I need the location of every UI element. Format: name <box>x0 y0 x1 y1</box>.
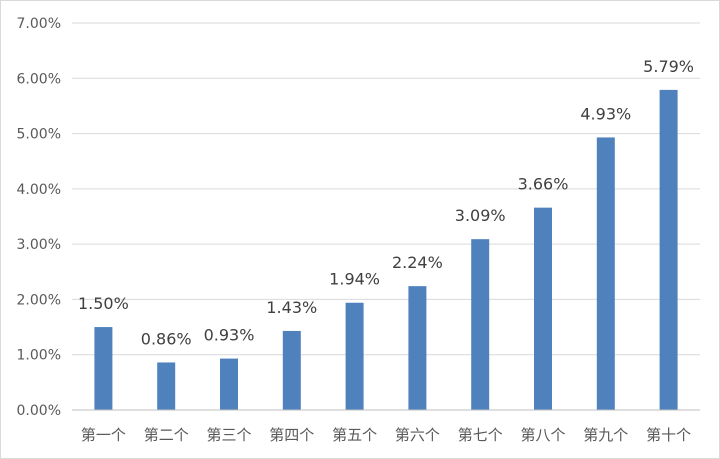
bar <box>596 137 615 411</box>
data-label: 3.09% <box>455 206 506 225</box>
bar <box>282 330 301 410</box>
bar <box>471 239 490 410</box>
y-tick-label: 4.00% <box>17 182 61 198</box>
data-label: 0.93% <box>204 326 255 345</box>
bar <box>534 207 552 410</box>
bars <box>94 89 678 411</box>
x-category-label: 第九个 <box>583 426 628 444</box>
x-category-label: 第五个 <box>332 426 377 444</box>
x-category-label: 第三个 <box>206 426 251 444</box>
x-category-label: 第一个 <box>81 426 126 444</box>
x-category-label: 第十个 <box>646 426 691 444</box>
bar <box>659 89 678 410</box>
x-category-label: 第七个 <box>458 426 503 444</box>
x-category-label: 第四个 <box>269 426 314 444</box>
y-tick-label: 7.00% <box>17 16 61 32</box>
y-tick-label: 2.00% <box>17 292 61 308</box>
y-tick-label: 0.00% <box>17 403 61 419</box>
y-tick-label: 3.00% <box>17 237 61 253</box>
x-axis-categories: 第一个 第二个 第三个 第四个 第五个 第六个 第七个 第八个 第九个 第十个 <box>81 426 691 444</box>
x-category-label: 第二个 <box>144 426 189 444</box>
data-label: 0.86% <box>141 329 192 348</box>
y-tick-label: 1.00% <box>17 348 61 364</box>
data-label: 1.43% <box>266 298 317 317</box>
data-label: 3.66% <box>518 175 569 194</box>
bar <box>345 302 364 410</box>
bar <box>157 362 176 410</box>
y-tick-label: 5.00% <box>17 127 61 143</box>
data-label: 5.79% <box>643 57 694 76</box>
bar <box>94 327 113 410</box>
x-category-label: 第八个 <box>520 426 565 444</box>
data-labels: 1.50% 0.86% 0.93% 1.43% 1.94% 2.24% 3.09% 3.66%… <box>78 57 694 349</box>
data-label: 4.93% <box>580 104 631 123</box>
data-label: 1.94% <box>329 270 380 289</box>
data-label: 2.24% <box>392 253 443 272</box>
bar <box>220 358 238 410</box>
y-tick-label: 6.00% <box>17 71 61 87</box>
x-category-label: 第六个 <box>395 426 440 444</box>
gridlines <box>72 22 700 356</box>
bar <box>408 286 427 410</box>
y-axis-ticks: 0.00% 1.00% 2.00% 3.00% 4.00% 5.00% 6.00% 7.00% <box>17 16 61 419</box>
data-label: 1.50% <box>78 294 129 313</box>
